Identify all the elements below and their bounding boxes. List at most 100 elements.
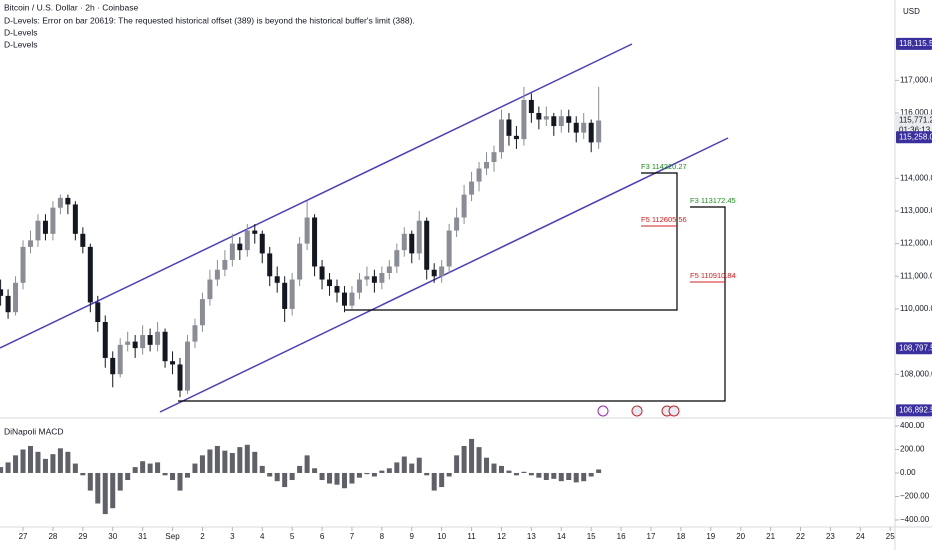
macd-bar xyxy=(513,472,519,476)
macd-bar xyxy=(252,451,258,473)
x-tick-label: 27 xyxy=(19,532,28,541)
macd-bar xyxy=(5,462,11,473)
x-tick-label: 5 xyxy=(290,532,295,541)
level-box xyxy=(178,206,726,402)
x-tick-label: 20 xyxy=(736,532,745,541)
x-tick-label: 16 xyxy=(617,532,626,541)
macd-bar xyxy=(551,472,557,479)
macd-bar xyxy=(558,472,564,482)
candle-body xyxy=(50,207,56,234)
candle-body xyxy=(573,122,579,133)
macd-bar xyxy=(87,472,93,491)
x-tick-label: 31 xyxy=(138,532,147,541)
price-badge-label: 108,797.59 xyxy=(899,343,932,352)
macd-bar xyxy=(327,472,333,484)
event-icon xyxy=(631,405,643,417)
candle-body xyxy=(289,279,295,309)
macd-bar xyxy=(13,455,19,473)
candle-body xyxy=(334,286,340,293)
macd-bar xyxy=(102,472,108,515)
candle-body xyxy=(297,243,303,280)
candle-body xyxy=(222,259,228,270)
channel-upper xyxy=(0,43,633,349)
candle-body xyxy=(431,269,437,277)
y-tick-label: 108,000.00 xyxy=(900,369,932,378)
x-tick-label: 8 xyxy=(380,532,385,541)
candle-body xyxy=(469,181,475,195)
macd-bar xyxy=(28,445,34,473)
candle-body xyxy=(461,194,467,218)
candle-body xyxy=(312,217,318,267)
macd-bar xyxy=(244,444,250,473)
candle-body xyxy=(155,331,161,345)
candle-body xyxy=(364,276,370,280)
price-badge-label: 106,892.58 xyxy=(899,406,932,415)
macd-bar xyxy=(334,472,340,485)
macd-bar xyxy=(72,463,78,473)
macd-bar xyxy=(110,472,116,509)
macd-bar xyxy=(491,463,497,473)
candle-body xyxy=(207,279,213,300)
candle-body xyxy=(409,233,415,254)
candle-body xyxy=(125,341,131,345)
level-label: F3 114220.27 xyxy=(641,162,687,171)
x-tick-label: 22 xyxy=(796,532,805,541)
candle-body xyxy=(42,220,48,234)
macd-bar xyxy=(132,467,138,473)
macd-bar xyxy=(259,465,265,473)
candle-body xyxy=(147,335,153,345)
x-tick-label: 15 xyxy=(587,532,596,541)
macd-bar xyxy=(35,451,41,473)
candle-body xyxy=(140,335,146,349)
candle-body xyxy=(513,135,519,140)
candle-body xyxy=(87,246,93,303)
candle-body xyxy=(596,120,602,143)
indicator-title: DiNapoli MACD xyxy=(4,426,64,436)
macd-bar xyxy=(484,457,490,473)
candle-body xyxy=(252,230,258,234)
macd-bar xyxy=(573,472,579,483)
candle-body xyxy=(386,266,392,274)
candle-body xyxy=(13,282,19,313)
macd-bar xyxy=(581,472,587,482)
macd-bar xyxy=(379,470,385,473)
candle-body xyxy=(566,116,572,123)
candle-body xyxy=(170,361,176,365)
candle-body xyxy=(214,269,220,280)
macd-bar xyxy=(498,465,504,473)
candle-body xyxy=(536,112,542,120)
candle-body xyxy=(558,116,564,127)
macd-bar xyxy=(356,472,362,478)
candles xyxy=(0,86,602,398)
macd-bar xyxy=(57,448,63,473)
indicator-message: D-Levels: Error on bar 20619: The reques… xyxy=(4,15,415,25)
macd-bar xyxy=(184,472,190,478)
candle-body xyxy=(237,243,243,251)
y-tick-label: 110,000.00 xyxy=(900,304,932,313)
x-tick-label: 18 xyxy=(676,532,685,541)
macd-bar xyxy=(192,463,198,473)
macd-bar xyxy=(521,471,527,473)
x-tick-label: 19 xyxy=(706,532,715,541)
x-tick-label: 11 xyxy=(467,532,476,541)
macd-bar xyxy=(80,472,86,476)
x-tick-label: 7 xyxy=(350,532,355,541)
y-tick-label: −200.00 xyxy=(900,492,930,501)
candle-body xyxy=(259,233,265,254)
candle-body xyxy=(20,246,26,283)
macd-bar xyxy=(476,447,482,473)
y-tick-label: 116,000.00 xyxy=(900,108,932,117)
macd-bar xyxy=(312,468,318,473)
macd-bar xyxy=(446,472,452,477)
macd-bar xyxy=(117,472,123,491)
y-tick-label: 111,000.00 xyxy=(900,271,932,280)
indicator-name: D-Levels xyxy=(4,39,38,49)
candle-body xyxy=(177,364,183,391)
event-icon xyxy=(668,405,680,417)
x-tick-label: 14 xyxy=(557,532,566,541)
price-badge xyxy=(896,131,932,144)
price-badge-label: 115,771.28 xyxy=(899,116,932,125)
event-icon xyxy=(597,405,609,417)
candle-body xyxy=(110,357,116,375)
macd-bar xyxy=(237,447,243,473)
